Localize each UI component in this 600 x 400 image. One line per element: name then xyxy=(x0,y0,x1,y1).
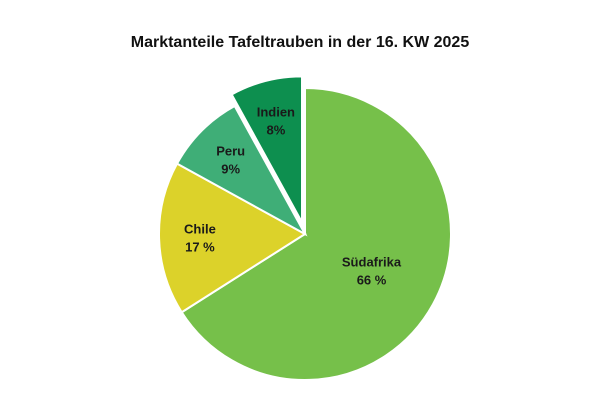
pie-slice-s-dafrika xyxy=(180,86,452,381)
pie-slice-indien xyxy=(230,75,304,223)
pie-slice-chile xyxy=(158,162,307,314)
slice-value-label: 8% xyxy=(266,123,285,138)
pie-slice-peru xyxy=(175,104,308,237)
slice-value-label: 9% xyxy=(221,162,240,177)
slice-label: Peru xyxy=(216,144,245,159)
slice-label: Chile xyxy=(184,221,216,236)
slice-label: Indien xyxy=(257,105,295,120)
chart-title: Marktanteile Tafeltrauben in der 16. KW … xyxy=(130,34,470,51)
slice-value-label: 66 % xyxy=(357,273,387,288)
slice-label: Südafrika xyxy=(342,255,402,270)
slice-value-label: 17 % xyxy=(185,239,215,254)
